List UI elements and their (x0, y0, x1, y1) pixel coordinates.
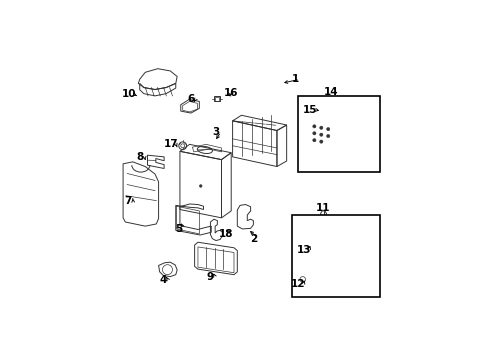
Text: 17: 17 (163, 139, 178, 149)
Text: 6: 6 (187, 94, 194, 104)
Text: 4: 4 (159, 275, 166, 285)
Circle shape (319, 126, 322, 129)
Text: 12: 12 (290, 279, 305, 289)
Text: 10: 10 (122, 90, 136, 99)
Bar (214, 97, 218, 100)
Text: 14: 14 (324, 87, 338, 97)
Text: 9: 9 (206, 273, 214, 283)
Circle shape (319, 133, 322, 136)
Circle shape (312, 125, 315, 128)
Text: 5: 5 (175, 224, 182, 234)
Text: 13: 13 (296, 245, 311, 255)
Circle shape (319, 140, 322, 143)
Text: 16: 16 (223, 88, 238, 98)
Text: 15: 15 (302, 105, 316, 115)
Text: 1: 1 (291, 74, 298, 84)
Text: 18: 18 (218, 229, 232, 239)
Text: 8: 8 (136, 152, 143, 162)
Text: 7: 7 (124, 196, 131, 206)
Text: 11: 11 (315, 203, 329, 213)
Circle shape (326, 127, 329, 131)
Circle shape (312, 132, 315, 135)
Bar (298, 96, 379, 172)
Bar (291, 215, 380, 297)
Text: 2: 2 (249, 234, 257, 244)
Text: 3: 3 (212, 127, 219, 137)
Circle shape (312, 139, 315, 142)
Circle shape (199, 185, 202, 187)
Circle shape (326, 134, 329, 138)
